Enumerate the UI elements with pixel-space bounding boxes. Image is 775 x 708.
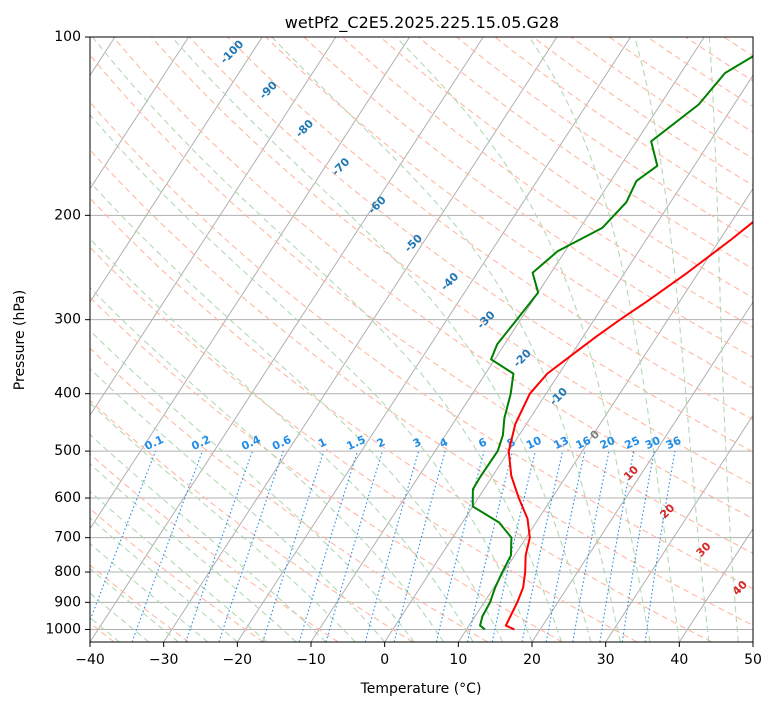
dry-adiabat-line xyxy=(303,37,753,359)
isotherm-line xyxy=(163,37,558,642)
mixing-ratio-label: 10 xyxy=(524,434,544,452)
plot-frame xyxy=(89,36,754,643)
moist-adiabat-line xyxy=(90,238,474,642)
mixing-ratio-lines: 0.1 0.2 0.4 0.6 1 1.5 2 3 4 6 8 10 13 16 20 25 30 36 xyxy=(90,433,684,642)
mixing-ratio-label: 30 xyxy=(643,434,663,452)
temperature-profile-line xyxy=(504,220,753,631)
dry-adiabat-line xyxy=(90,101,753,590)
isotherm-line xyxy=(90,37,484,642)
y-axis-label: Pressure (hPa) xyxy=(12,290,28,390)
moist-adiabat-line xyxy=(708,37,739,642)
x-axis: −40 −30 −20 −10 0 10 20 30 40 50 xyxy=(75,642,762,668)
dry-adiabat-line xyxy=(90,54,753,554)
y-tick-label: 400 xyxy=(54,386,81,402)
chart-title: wetPf2_C2E5.2025.225.15.05.G28 xyxy=(285,13,559,33)
y-tick-label: 200 xyxy=(54,207,81,223)
mixing-ratio-line xyxy=(393,450,446,642)
moist-adiabat-line xyxy=(90,329,415,642)
x-tick-label: −10 xyxy=(296,652,326,668)
mixing-ratio-line xyxy=(644,451,676,642)
mixing-ratio-label: 36 xyxy=(664,434,684,452)
moist-adiabat-line xyxy=(90,367,386,642)
y-tick-label: 300 xyxy=(54,312,81,328)
moist-adiabat-line xyxy=(90,402,356,642)
moist-adiabat-line xyxy=(528,37,680,642)
mixing-ratio-line xyxy=(218,450,284,642)
isotherm-line xyxy=(678,527,753,642)
x-tick-label: 50 xyxy=(744,652,762,668)
moist-adiabat-line xyxy=(90,287,445,642)
mixing-ratio-line xyxy=(325,450,383,642)
dry-adiabat-line xyxy=(90,197,712,642)
x-tick-label: 30 xyxy=(597,652,615,668)
mixing-ratio-label: 16 xyxy=(574,434,594,452)
moist-adiabat-line xyxy=(395,37,651,642)
y-tick-label: 900 xyxy=(54,594,81,610)
isotherm-line xyxy=(457,187,753,642)
x-axis-label: Temperature (°C) xyxy=(360,681,482,697)
moist-adiabat-line xyxy=(90,517,238,642)
mixing-ratio-line xyxy=(131,450,203,642)
dry-adiabat-line xyxy=(90,399,414,642)
isotherm-line xyxy=(90,37,337,417)
isotherm-line xyxy=(605,414,753,642)
isotherm-line xyxy=(90,37,263,303)
mixing-ratio-line xyxy=(262,450,325,642)
dry-adiabat-line xyxy=(90,347,488,642)
x-tick-label: 20 xyxy=(523,652,541,668)
isotherm-line xyxy=(90,37,411,530)
x-tick-label: −40 xyxy=(75,652,105,668)
mixing-ratio-label: 25 xyxy=(623,434,642,452)
y-axis: 100 200 300 400 500 600 700 800 900 1000 xyxy=(45,29,90,637)
x-tick-label: 10 xyxy=(449,652,467,668)
moist-adiabat-line xyxy=(271,37,621,642)
x-tick-label: −20 xyxy=(223,652,253,668)
dry-adiabat-line xyxy=(90,296,563,642)
mixing-ratio-line xyxy=(298,450,359,642)
moist-adiabat-line xyxy=(90,113,533,642)
mixing-ratio-line xyxy=(185,450,253,642)
profile-series xyxy=(471,55,753,631)
mixing-ratio-line xyxy=(90,450,157,622)
dry-adiabat-line xyxy=(90,246,638,642)
y-tick-label: 100 xyxy=(54,29,81,45)
dry-adiabat-line xyxy=(265,37,753,389)
moist-adiabat-line xyxy=(90,433,327,642)
moist-adiabat-line xyxy=(90,490,268,642)
y-tick-label: 600 xyxy=(54,490,81,506)
dry-adiabat-line xyxy=(90,507,264,642)
x-tick-label: 40 xyxy=(670,652,688,668)
moist-adiabat-line xyxy=(171,37,592,642)
dewpoint-profile-line xyxy=(471,55,753,631)
isotherm-line xyxy=(384,74,753,642)
y-tick-label: 700 xyxy=(54,530,81,546)
x-tick-label: −30 xyxy=(149,652,179,668)
mixing-ratio-label: 13 xyxy=(552,434,571,452)
y-tick-label: 500 xyxy=(54,443,81,459)
isotherm-line xyxy=(90,37,190,190)
mixing-ratio-line xyxy=(491,450,536,642)
y-tick-label: 1000 xyxy=(45,621,81,637)
moist-adiabat-line xyxy=(90,181,504,642)
mixing-ratio-label: 20 xyxy=(598,434,618,452)
dry-adiabat-line xyxy=(90,149,753,626)
plot-area: 0.1 0.2 0.4 0.6 1 1.5 2 3 4 6 8 10 13 16 20 25 30 36 -100… xyxy=(90,37,753,642)
moist-adiabat-line xyxy=(92,37,562,642)
x-tick-label: 0 xyxy=(380,652,389,668)
moist-adiabats xyxy=(90,37,739,642)
isotherm-line xyxy=(236,37,632,642)
mixing-ratio-line xyxy=(466,450,514,642)
isobar-grid xyxy=(90,37,753,630)
mixing-ratio-line xyxy=(364,450,420,642)
y-tick-label: 800 xyxy=(54,564,81,580)
moist-adiabat-line xyxy=(90,463,297,642)
mixing-ratio-line xyxy=(435,450,485,642)
dry-adiabat-line xyxy=(150,37,753,486)
